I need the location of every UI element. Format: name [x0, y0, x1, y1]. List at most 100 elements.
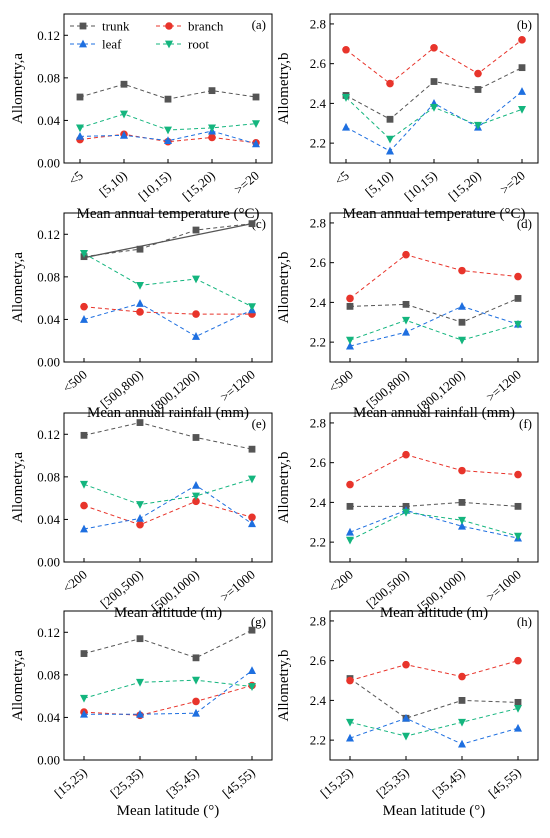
- y-tick-label: 0.04: [37, 512, 60, 527]
- series-line-trunk: [83, 223, 253, 258]
- plot-frame: [63, 610, 273, 761]
- data-point-root: [402, 508, 410, 517]
- legend-marker-branch: [165, 22, 173, 30]
- x-tick-label: <200: [326, 567, 356, 596]
- trend-line: [83, 223, 253, 259]
- x-tick-label: >=1200: [217, 367, 258, 405]
- x-tick-label: >=20: [497, 168, 528, 197]
- data-point-trunk: [136, 245, 144, 253]
- y-tick-label: 0.08: [37, 469, 60, 484]
- panel-tag: (f): [519, 416, 532, 431]
- chart-panel: 2.2 2.4 2.6 2.8 [15,25) [25,35) [35,45) [45,55)…: [276, 610, 539, 819]
- data-point-branch: [402, 660, 410, 669]
- x-tick-label: <200: [60, 567, 90, 596]
- data-point-root: [80, 694, 88, 703]
- data-point-leaf: [458, 739, 466, 748]
- y-tick-label: 0.04: [37, 710, 60, 725]
- y-tick-label: 0.08: [37, 667, 60, 682]
- data-point-root: [192, 492, 200, 501]
- data-point-trunk: [458, 318, 466, 326]
- data-point-branch: [514, 272, 522, 281]
- y-tick-label: 2.6: [310, 653, 327, 668]
- series-line-root: [349, 707, 519, 737]
- data-point-branch: [80, 501, 88, 510]
- data-point-branch: [192, 697, 200, 706]
- data-point-root: [80, 480, 88, 489]
- data-point-trunk: [518, 64, 526, 72]
- y-tick-label: 2.4: [310, 495, 327, 510]
- legend-marker-leaf: [79, 39, 87, 48]
- data-point-leaf: [386, 146, 394, 155]
- data-point-leaf: [192, 480, 200, 489]
- x-axis-label: Mean annual temperature (°C): [342, 206, 525, 222]
- y-tick-label: 2.8: [310, 415, 326, 430]
- y-tick-label: 0.00: [37, 156, 60, 171]
- panel-tag: (c): [252, 216, 266, 231]
- data-point-leaf: [248, 666, 256, 674]
- data-point-leaf: [458, 521, 466, 530]
- y-axis-label: Allometry,b: [276, 650, 292, 722]
- data-point-branch: [80, 302, 88, 311]
- x-tick-label: [45,55): [219, 765, 258, 801]
- data-point-trunk: [248, 220, 256, 228]
- data-point-leaf: [164, 136, 172, 145]
- data-point-trunk: [80, 650, 88, 657]
- plot-frame: [329, 412, 539, 563]
- y-axis-label: Allometry,a: [10, 252, 26, 323]
- series-line-branch: [349, 454, 519, 485]
- data-point-root: [458, 516, 466, 525]
- data-point-branch: [346, 294, 354, 303]
- y-axis-label: Allometry,b: [276, 252, 292, 324]
- data-point-trunk: [192, 434, 200, 441]
- plot-frame: [63, 212, 273, 363]
- series-line-root: [83, 253, 253, 308]
- series-line-branch: [83, 685, 253, 716]
- chart-panel: 0.000.040.080.12<500 [500,800) [800,1200) >…: [10, 212, 273, 421]
- data-point-trunk: [458, 697, 466, 704]
- x-tick-label: <500: [60, 367, 90, 396]
- data-point-leaf: [136, 299, 144, 307]
- data-point-root: [120, 110, 128, 119]
- series-line-leaf: [83, 302, 253, 338]
- series-line-leaf: [84, 670, 253, 715]
- data-point-branch: [208, 133, 216, 142]
- data-point-trunk: [248, 445, 256, 453]
- x-tick-label: [10,15): [401, 168, 440, 204]
- data-point-root: [514, 704, 522, 713]
- data-point-branch: [430, 43, 438, 52]
- data-point-root: [80, 250, 88, 258]
- data-point-leaf: [342, 122, 350, 131]
- data-point-root: [248, 303, 256, 312]
- data-point-branch: [474, 69, 482, 78]
- x-axis-label: Mean altitude (m): [114, 605, 222, 621]
- data-point-root: [248, 475, 256, 484]
- y-tick-label: 2.4: [310, 96, 327, 111]
- data-point-trunk: [514, 295, 522, 302]
- data-point-root: [346, 718, 354, 727]
- data-point-leaf: [518, 87, 526, 95]
- y-tick-label: 0.00: [37, 555, 60, 570]
- data-point-branch: [136, 520, 144, 529]
- x-tick-label: [15,25): [51, 765, 90, 801]
- data-point-root: [208, 124, 216, 133]
- chart-panel: 2.22.42.62.8<500 [500,800) [800,1200) >=120…: [276, 212, 539, 421]
- data-point-leaf: [80, 709, 88, 718]
- y-tick-label: 0.04: [37, 312, 60, 327]
- data-point-leaf: [136, 709, 144, 718]
- data-point-trunk: [192, 226, 200, 234]
- plot-frame: [329, 610, 539, 761]
- data-point-trunk: [346, 502, 354, 510]
- data-point-branch: [518, 36, 526, 44]
- series-line-trunk: [83, 629, 253, 659]
- x-tick-label: [25,35): [373, 765, 412, 801]
- plot-frame: [329, 13, 539, 164]
- data-point-root: [474, 121, 482, 130]
- y-tick-label: 0.08: [37, 70, 60, 85]
- data-point-trunk: [458, 499, 466, 506]
- x-tick-label: <5: [66, 168, 86, 188]
- data-point-leaf: [76, 131, 84, 140]
- y-tick-label: 2.2: [310, 335, 326, 350]
- x-tick-label: [45,55): [485, 765, 524, 801]
- data-point-branch: [136, 308, 144, 316]
- data-point-trunk: [402, 300, 410, 308]
